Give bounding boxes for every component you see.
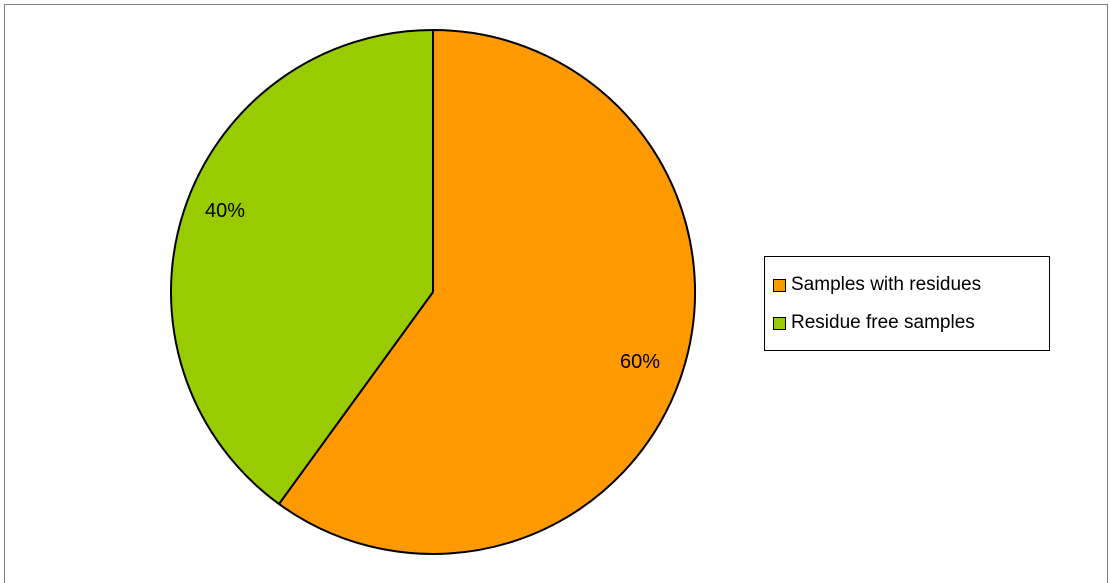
pie-slice-residue-free-samples	[170, 28, 434, 506]
pie-slices	[170, 28, 696, 555]
pie-data-labels: 60% 40%	[205, 200, 660, 373]
chart-legend: Samples with residues Residue free sampl…	[764, 256, 1050, 351]
legend-item-residue-free-samples: Residue free samples	[765, 304, 1049, 342]
legend-swatch-residue-free-samples	[773, 316, 786, 330]
data-label-residue-free-samples: 40%	[205, 200, 245, 222]
pie-slice-samples-with-residues	[277, 28, 696, 555]
data-label-samples-with-residues: 60%	[620, 351, 660, 373]
legend-label-residue-free-samples: Residue free samples	[791, 312, 975, 333]
legend-label-samples-with-residues: Samples with residues	[791, 274, 982, 295]
legend-swatch-samples-with-residues	[773, 278, 786, 292]
legend-item-samples-with-residues: Samples with residues	[765, 266, 1049, 304]
